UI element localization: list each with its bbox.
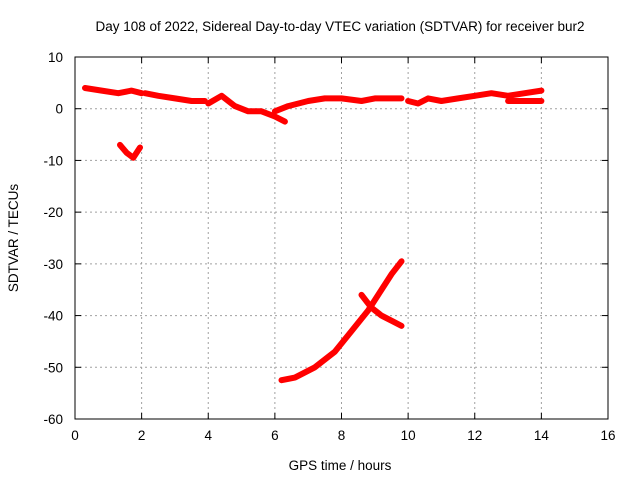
x-tick-label: 8 xyxy=(338,428,346,443)
x-tick-label: 14 xyxy=(534,428,550,443)
y-axis-label: SDTVAR / TECUs xyxy=(6,184,21,293)
y-tick-label: -20 xyxy=(43,205,63,220)
grid-lines xyxy=(75,57,608,419)
axis-ticks xyxy=(74,56,609,420)
x-tick-label: 2 xyxy=(138,428,146,443)
x-tick-label: 12 xyxy=(467,428,482,443)
x-tick-label: 10 xyxy=(401,428,416,443)
y-tick-label: -50 xyxy=(43,360,63,375)
x-tick-label: 6 xyxy=(271,428,279,443)
series-arc-8 xyxy=(278,258,405,384)
y-tick-label: -10 xyxy=(43,153,63,168)
y-tick-label: 0 xyxy=(55,102,63,117)
series-arc-1 xyxy=(82,85,145,97)
x-tick-label: 0 xyxy=(71,428,79,443)
x-tick-label: 16 xyxy=(600,428,615,443)
y-tick-label: -60 xyxy=(43,412,63,427)
y-tick-label: -40 xyxy=(43,309,63,324)
y-tick-label: -30 xyxy=(43,257,63,272)
series-arc-5 xyxy=(271,95,405,115)
series-arc-2 xyxy=(117,141,143,161)
y-tick-label: 10 xyxy=(48,50,63,65)
x-tick-labels: 0 2 4 6 8 10 12 14 16 xyxy=(71,428,615,443)
series-arc-9 xyxy=(358,291,405,329)
x-tick-label: 4 xyxy=(204,428,212,443)
x-axis-label: GPS time / hours xyxy=(289,458,392,473)
y-tick-labels: 10 0 -10 -20 -30 -40 -50 -60 xyxy=(43,50,63,427)
series-arc-6 xyxy=(405,87,545,107)
plot-area xyxy=(82,85,545,384)
series-arc-4 xyxy=(205,92,288,125)
series-arc-3 xyxy=(142,90,208,104)
chart-title: Day 108 of 2022, Sidereal Day-to-day VTE… xyxy=(96,19,585,34)
